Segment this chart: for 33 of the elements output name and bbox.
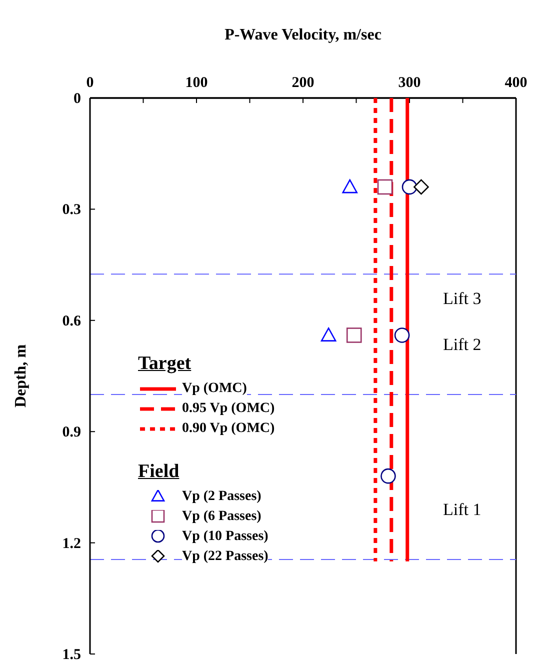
legend-label: 0.95 Vp (OMC) bbox=[182, 401, 275, 417]
point bbox=[402, 179, 418, 195]
annotation: Lift 3 bbox=[443, 289, 482, 309]
legend-label: Vp (2 Passes) bbox=[182, 489, 262, 505]
y-tick-label: 0.3 bbox=[62, 202, 81, 218]
y-axis-title: Depth, m bbox=[12, 344, 30, 408]
y-tick-label: 1.5 bbox=[62, 647, 81, 663]
point bbox=[380, 468, 396, 484]
y-tick-label: 0.6 bbox=[62, 313, 82, 330]
x-tick-label: 100 bbox=[185, 75, 208, 91]
point bbox=[394, 328, 410, 343]
legend-label: 0.90 Vp (OMC) bbox=[182, 421, 275, 437]
annotation: Lift 2 bbox=[443, 335, 482, 355]
annotation: Field bbox=[138, 461, 180, 483]
annotation: Lift 1 bbox=[443, 500, 482, 520]
point bbox=[346, 328, 362, 343]
y-tick-label: 0 bbox=[74, 91, 81, 107]
legend-label: Vp (6 Passes) bbox=[182, 509, 262, 525]
point bbox=[414, 179, 429, 195]
x-tick-label: 200 bbox=[292, 75, 314, 91]
x-tick-label: 300 bbox=[398, 75, 421, 91]
legend-label: Vp (10 Passes) bbox=[182, 529, 268, 545]
x-axis-title: P-Wave Velocity, m/sec bbox=[224, 26, 382, 44]
y-tick-label: 1.2 bbox=[62, 536, 81, 552]
point bbox=[377, 179, 393, 195]
y-tick-label: 0.9 bbox=[62, 424, 81, 441]
legend-label: Vp (22 Passes) bbox=[182, 549, 268, 565]
legend-label: Vp (OMC) bbox=[182, 381, 247, 397]
x-tick-label: 400 bbox=[504, 75, 528, 91]
x-tick-label: 0 bbox=[86, 75, 94, 91]
point bbox=[320, 328, 336, 342]
annotation: Target bbox=[138, 353, 192, 375]
point bbox=[342, 179, 358, 194]
